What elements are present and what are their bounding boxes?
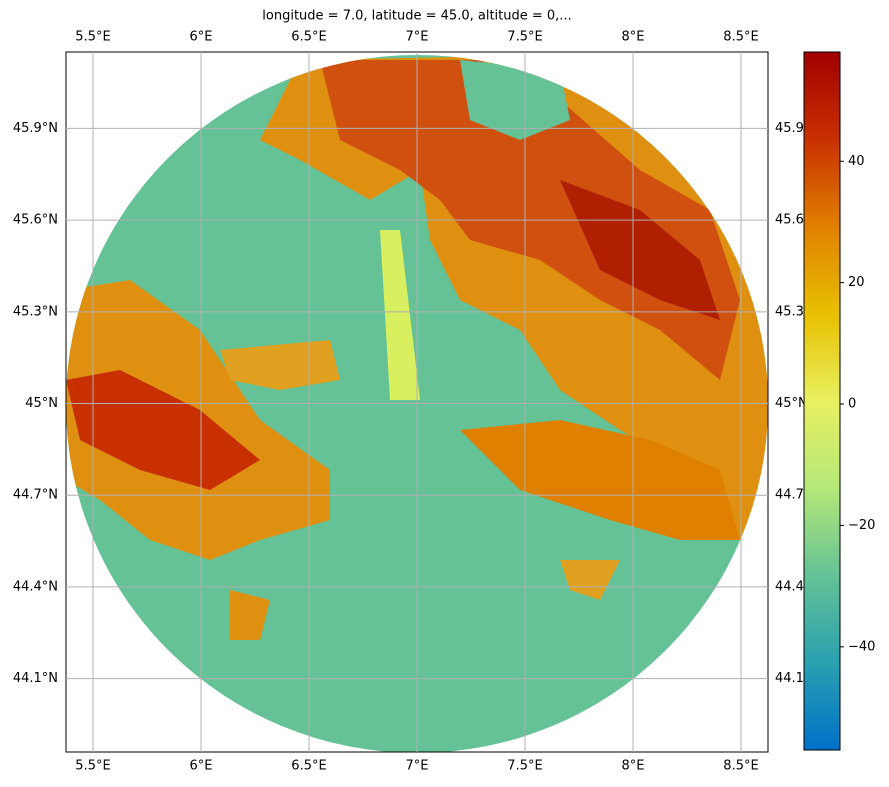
x-tick-label: 6.5°E [291, 759, 326, 774]
colorbar-tick-label: −20 [848, 518, 875, 533]
y-tick-label: 44.4°N [13, 579, 58, 594]
colorbar-tick-label: −40 [848, 639, 875, 654]
y-tick-label: 45.9°N [13, 121, 58, 136]
x-tick-label: 8.5°E [723, 30, 758, 45]
colorbar-fill [803, 51, 841, 751]
y-tick-label: 44.1°N [13, 671, 58, 686]
y-tick-label: 45°N [25, 396, 58, 411]
echo-region [66, 370, 260, 490]
x-tick-label: 5.5°E [75, 30, 110, 45]
echo-region [560, 180, 720, 320]
colorbar: −40 −20 0 20 40 [803, 51, 875, 751]
x-tick-label: 6.5°E [291, 30, 326, 45]
echo-region [460, 420, 740, 540]
y-tick-label: 45.6°N [13, 213, 58, 228]
colorbar-tick-label: 40 [848, 154, 865, 169]
colorbar-tick-label: 20 [848, 275, 865, 290]
x-tick-label: 7.5°E [507, 759, 542, 774]
x-tick-label: 8°E [622, 759, 645, 774]
x-tick-label: 6°E [190, 30, 213, 45]
chart-title: longitude = 7.0, latitude = 45.0, altitu… [262, 9, 571, 24]
x-tick-label: 6°E [190, 759, 213, 774]
x-tick-label: 7°E [406, 30, 429, 45]
echo-region [380, 230, 420, 400]
y-tick-label: 45°N [775, 396, 808, 411]
echo-region [230, 590, 270, 640]
echo-region [220, 340, 340, 390]
x-tick-label: 7°E [406, 759, 429, 774]
x-tick-label: 5.5°E [75, 759, 110, 774]
echo-region [560, 560, 620, 600]
field-gap [460, 60, 570, 140]
colorbar-tick-label: 0 [848, 397, 856, 412]
y-tick-label: 45.3°N [13, 304, 58, 319]
x-tick-label: 7.5°E [507, 30, 542, 45]
x-tick-label: 8.5°E [723, 759, 758, 774]
y-tick-label: 44.7°N [13, 488, 58, 503]
x-tick-label: 8°E [622, 30, 645, 45]
